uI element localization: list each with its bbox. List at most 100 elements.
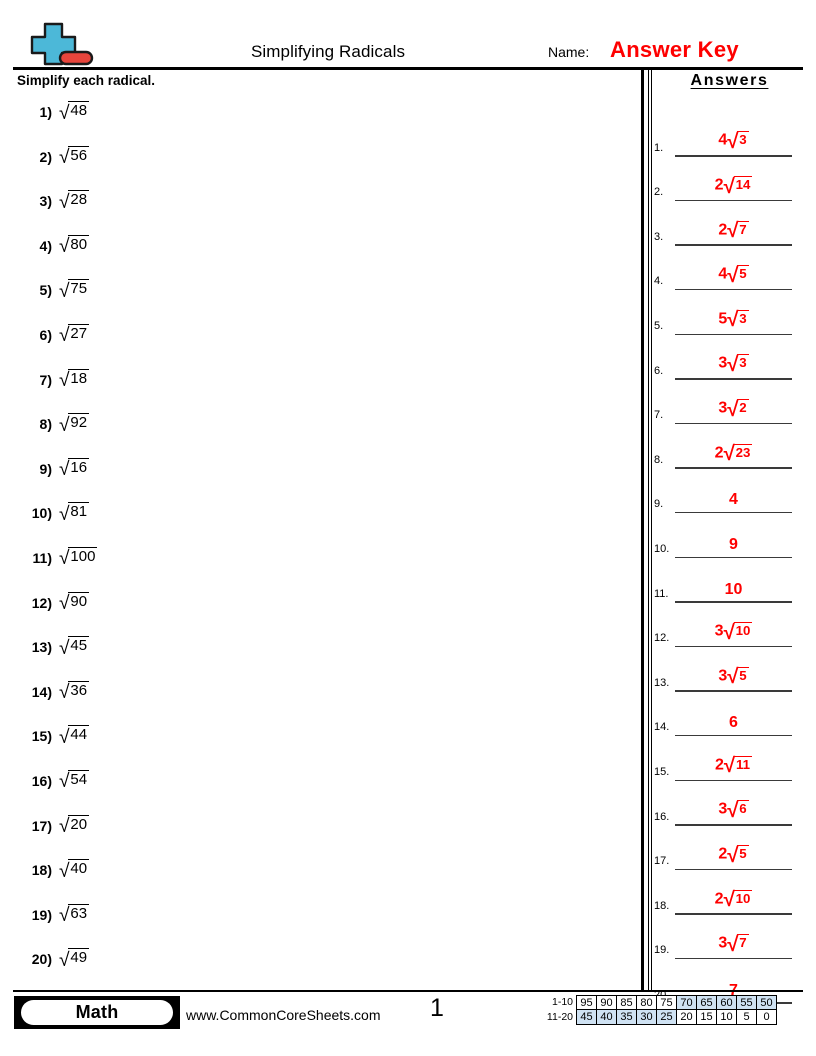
answer-blank-line	[675, 690, 792, 692]
radicand: 2	[737, 399, 749, 416]
radical-expression: √10	[724, 622, 753, 643]
answer-number: 18.	[654, 899, 670, 912]
problem-item: 3) √28	[0, 185, 640, 230]
problem-number: 15)	[31, 728, 52, 745]
radicand: 18	[68, 368, 90, 387]
radicand: 27	[68, 323, 90, 342]
answer-blank-line	[675, 601, 792, 603]
score-cell: 95	[576, 995, 597, 1010]
answer-value: 2√14	[714, 174, 753, 198]
radical-expression: √45	[59, 636, 90, 658]
answer-item: 18. 2√10	[652, 874, 816, 919]
radicand: 5	[737, 666, 749, 683]
problem-expression: √44	[59, 725, 90, 747]
answer-number: 20.	[654, 989, 669, 1001]
score-cell: 25	[656, 1010, 677, 1025]
answer-value: 3√10	[714, 620, 753, 644]
score-cell: 5	[736, 1010, 757, 1025]
page-header: Simplifying Radicals Name: Answer Key	[0, 0, 816, 70]
radical-sign-icon: √	[59, 771, 70, 793]
column-divider-thin-right	[651, 70, 652, 990]
radicand: 48	[68, 101, 90, 119]
radical-sign-icon: √	[727, 353, 739, 377]
answer-number: 7.	[654, 409, 664, 422]
answer-list: 1. 4√3 2. 2√14 3. 2√7 4. 4√5 5. 5√3 6. 3√3 7. 3√2 8. 2√…	[652, 116, 816, 1008]
score-table-row: 11-20 45 40 35 30 25 20 15 10 5 0	[533, 1010, 777, 1025]
commoncoresheets-plus-logo	[30, 22, 94, 66]
radical-expression: √5	[727, 265, 749, 286]
radicand: 5	[737, 265, 749, 282]
radicand: 14	[733, 176, 753, 193]
radicand: 54	[68, 769, 90, 788]
answer-number: 3.	[654, 230, 664, 243]
answer-blank-line	[675, 244, 792, 246]
answer-number: 17.	[654, 855, 670, 868]
problem-item: 5) √75	[0, 274, 640, 319]
radical-expression: √81	[59, 502, 90, 524]
answer-number: 4.	[654, 275, 664, 288]
problem-item: 17) √20	[0, 810, 640, 855]
radical-expression: √3	[727, 309, 749, 331]
score-cell: 45	[576, 1010, 597, 1025]
radical-sign-icon: √	[59, 905, 70, 927]
problem-expression: √54	[59, 769, 90, 793]
answer-item: 13. 3√5	[652, 651, 816, 696]
radical-sign-icon: √	[727, 130, 739, 154]
answer-number: 11.	[654, 587, 669, 600]
problem-item: 11) √100	[0, 542, 640, 587]
answer-number: 10.	[654, 542, 670, 555]
problem-expression: √81	[59, 502, 90, 524]
radical-sign-icon: √	[723, 174, 735, 198]
radical-sign-icon: √	[59, 236, 70, 258]
radical-expression: √20	[59, 814, 90, 837]
score-cell: 40	[596, 1010, 617, 1025]
radicand: 11	[733, 755, 752, 772]
radicand: 90	[68, 591, 90, 610]
radical-sign-icon: √	[727, 932, 739, 956]
problem-item: 20) √49	[0, 943, 640, 988]
header-divider	[13, 67, 803, 70]
radical-expression: √5	[727, 845, 749, 866]
problem-number: 17)	[31, 817, 52, 834]
answer-item: 10. 9	[652, 517, 816, 562]
radicand: 56	[68, 145, 90, 164]
problem-expression: √48	[59, 101, 90, 123]
problem-number: 10)	[31, 505, 52, 522]
radical-sign-icon: √	[723, 442, 735, 466]
problem-number: 16)	[31, 772, 52, 789]
problem-item: 13) √45	[0, 631, 640, 676]
radical-sign-icon: √	[723, 888, 735, 912]
answer-blank-line	[675, 467, 792, 469]
radical-expression: √7	[727, 932, 749, 956]
problem-list: 1) √48 2) √56 3) √28 4) √80 5) √75 6) √27 7) √18 8) √92…	[0, 96, 640, 988]
answer-blank-line	[675, 556, 792, 558]
problem-expression: √20	[59, 814, 90, 837]
answer-item: 15. 2√11	[652, 740, 816, 785]
problem-number: 20)	[31, 951, 52, 968]
answer-number: 12.	[654, 632, 670, 645]
radicand: 45	[68, 636, 90, 655]
answers-panel: Answers 1. 4√3 2. 2√14 3. 2√7 4. 4√5 5. 5√3 6. 3√3 7…	[652, 70, 816, 1004]
answer-item: 12. 3√10	[652, 607, 816, 652]
answer-number: 6.	[654, 364, 664, 377]
problem-number: 5)	[39, 282, 52, 299]
answer-value: 3√6	[718, 799, 749, 823]
radicand: 20	[68, 814, 90, 833]
answer-value: 3√7	[718, 932, 749, 956]
problem-expression: √90	[59, 591, 90, 614]
radical-expression: √48	[59, 101, 90, 123]
score-cell: 50	[756, 995, 777, 1010]
answer-value: 4√3	[718, 130, 749, 154]
score-range-label: 11-20	[546, 1011, 573, 1023]
problem-item: 7) √18	[0, 364, 640, 409]
radical-expression: √27	[59, 323, 90, 346]
radicand: 3	[737, 354, 749, 371]
problem-item: 12) √90	[0, 587, 640, 632]
site-url: www.CommonCoreSheets.com	[186, 1007, 381, 1023]
score-cell: 15	[696, 1010, 717, 1025]
column-divider-thin-left	[648, 70, 649, 990]
radicand: 49	[68, 948, 90, 967]
radical-expression: √90	[59, 591, 90, 614]
radical-expression: √7	[727, 220, 749, 242]
score-cell: 10	[716, 1010, 737, 1025]
